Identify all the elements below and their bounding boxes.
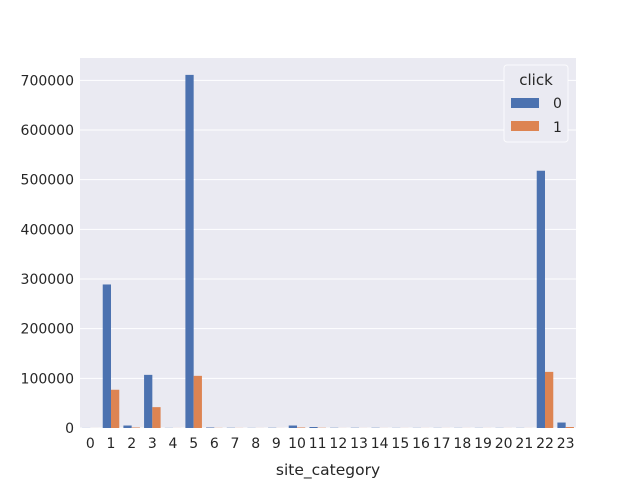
- x-tick-label: 19: [474, 436, 492, 452]
- bar-series-0: [123, 425, 132, 428]
- x-tick-label: 17: [433, 436, 451, 452]
- x-tick-label: 1: [107, 436, 116, 452]
- bar-series-0: [288, 425, 297, 428]
- y-tick-label: 600000: [21, 123, 74, 139]
- bar-series-1: [193, 375, 202, 428]
- x-tick-label: 7: [231, 436, 240, 452]
- x-tick-label: 15: [391, 436, 409, 452]
- x-tick-label: 18: [453, 436, 471, 452]
- y-tick-label: 200000: [21, 322, 74, 338]
- bar-series-0: [144, 374, 153, 428]
- x-axis-label: site_category: [276, 461, 380, 480]
- bar-series-1: [111, 389, 120, 428]
- y-tick-label: 500000: [21, 173, 74, 189]
- bar-series-1: [545, 371, 554, 428]
- gridlines: [80, 79, 576, 429]
- x-tick-label: 22: [536, 436, 554, 452]
- bar-series-0: [536, 170, 545, 428]
- legend: click 0 1: [503, 64, 569, 143]
- y-axis-ticks: 0 100000 200000 300000 400000 500000 600000 700…: [21, 73, 74, 437]
- x-tick-label: 3: [148, 436, 157, 452]
- plot-background: [80, 58, 576, 428]
- x-tick-label: 9: [272, 436, 281, 452]
- y-tick-label: 0: [65, 421, 74, 437]
- bars: [82, 74, 574, 429]
- y-tick-label: 100000: [21, 371, 74, 387]
- legend-title: click: [519, 71, 553, 89]
- x-tick-label: 4: [169, 436, 178, 452]
- bar-series-0: [557, 422, 566, 428]
- y-tick-label: 400000: [21, 222, 74, 238]
- x-tick-label: 14: [371, 436, 389, 452]
- x-tick-label: 12: [329, 436, 347, 452]
- legend-swatch-1: [511, 121, 539, 131]
- bar-series-0: [102, 284, 111, 428]
- legend-label-1: 1: [553, 120, 562, 136]
- x-tick-label: 0: [86, 436, 95, 452]
- bar-series-1: [565, 427, 574, 428]
- bar-series-0: [185, 74, 194, 429]
- x-tick-label: 13: [350, 436, 368, 452]
- x-tick-label: 23: [557, 436, 575, 452]
- bar-series-1: [152, 407, 161, 428]
- x-tick-label: 16: [412, 436, 430, 452]
- legend-label-0: 0: [553, 96, 562, 112]
- x-tick-label: 11: [309, 436, 327, 452]
- bar-series-0: [309, 427, 318, 428]
- y-tick-label: 300000: [21, 272, 74, 288]
- x-axis-ticks: 0 1 2 3 4 5 6 7 8 9 10 11 12 13 14 15 16 17 18 19 20 21 22 23: [86, 436, 575, 452]
- x-tick-label: 5: [189, 436, 198, 452]
- x-tick-label: 8: [251, 436, 260, 452]
- x-tick-label: 20: [495, 436, 513, 452]
- x-tick-label: 10: [288, 436, 306, 452]
- y-tick-label: 700000: [21, 73, 74, 89]
- x-tick-label: 21: [515, 436, 533, 452]
- x-tick-label: 2: [127, 436, 136, 452]
- x-tick-label: 6: [210, 436, 219, 452]
- legend-swatch-0: [511, 98, 539, 108]
